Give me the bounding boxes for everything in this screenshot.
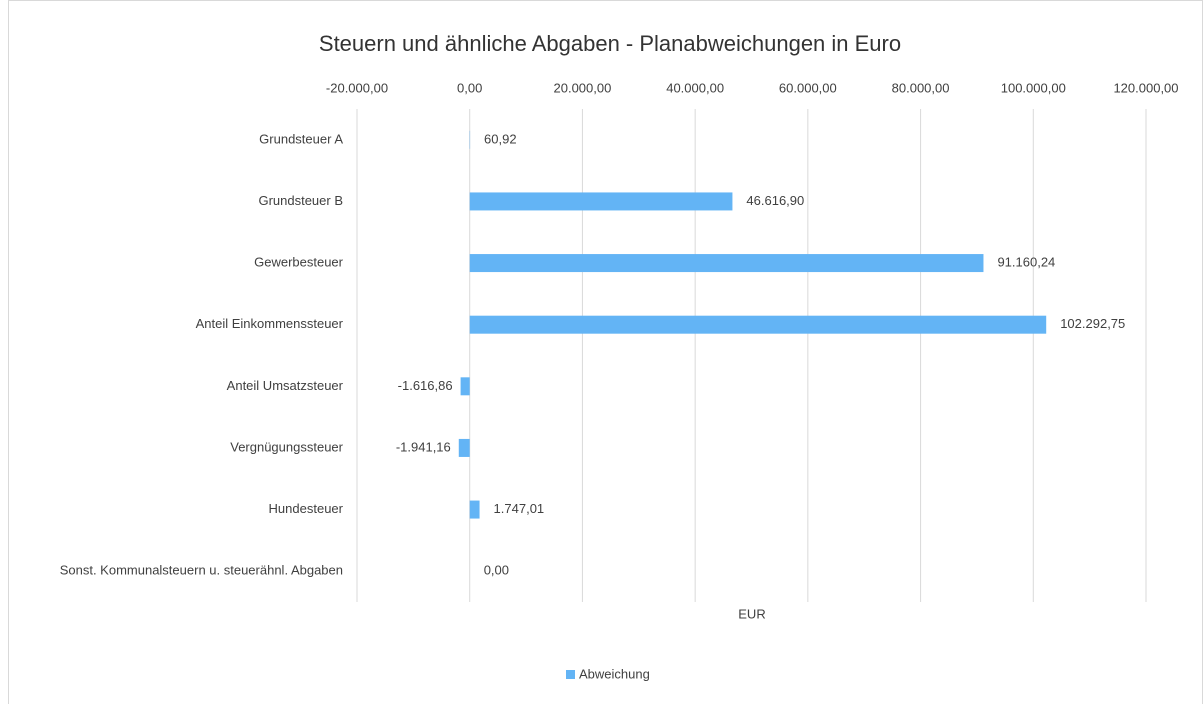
bar — [469, 254, 984, 273]
bar — [469, 192, 733, 211]
bar — [469, 315, 1047, 334]
y-tick-label: Anteil Umsatzsteuer — [227, 378, 344, 393]
data-label: 1.747,01 — [494, 501, 545, 516]
y-tick-label: Hundesteuer — [269, 501, 344, 516]
x-tick-label: 0,00 — [457, 80, 482, 95]
x-tick-label: 60.000,00 — [779, 80, 837, 95]
bar — [460, 377, 470, 396]
y-tick-label: Anteil Einkommenssteuer — [196, 316, 344, 331]
chart-border — [8, 0, 1203, 704]
data-label: -1.941,16 — [396, 439, 451, 454]
x-tick-label: 80.000,00 — [892, 80, 950, 95]
data-label: -1.616,86 — [398, 378, 453, 393]
data-label: 102.292,75 — [1060, 316, 1125, 331]
x-tick-label: 120.000,00 — [1113, 80, 1178, 95]
x-tick-label: 20.000,00 — [554, 80, 612, 95]
y-tick-label: Vergnügungssteuer — [230, 439, 343, 454]
data-label: 0,00 — [484, 563, 509, 578]
y-tick-label: Gewerbesteuer — [254, 255, 344, 270]
x-tick-label: 40.000,00 — [666, 80, 724, 95]
y-tick-label: Grundsteuer A — [259, 131, 343, 146]
chart-title: Steuern und ähnliche Abgaben - Planabwei… — [319, 31, 901, 56]
legend-label: Abweichung — [579, 666, 650, 681]
data-label: 91.160,24 — [997, 255, 1055, 270]
y-tick-label: Sonst. Kommunalsteuern u. steuerähnl. Ab… — [60, 563, 343, 578]
legend-swatch — [566, 670, 575, 679]
x-tick-label: -20.000,00 — [326, 80, 388, 95]
x-tick-label: 100.000,00 — [1001, 80, 1066, 95]
data-label: 60,92 — [484, 131, 517, 146]
y-tick-label: Grundsteuer B — [258, 193, 343, 208]
bar — [469, 500, 480, 519]
x-axis-label: EUR — [738, 606, 765, 621]
bar — [458, 438, 470, 457]
data-label: 46.616,90 — [746, 193, 804, 208]
